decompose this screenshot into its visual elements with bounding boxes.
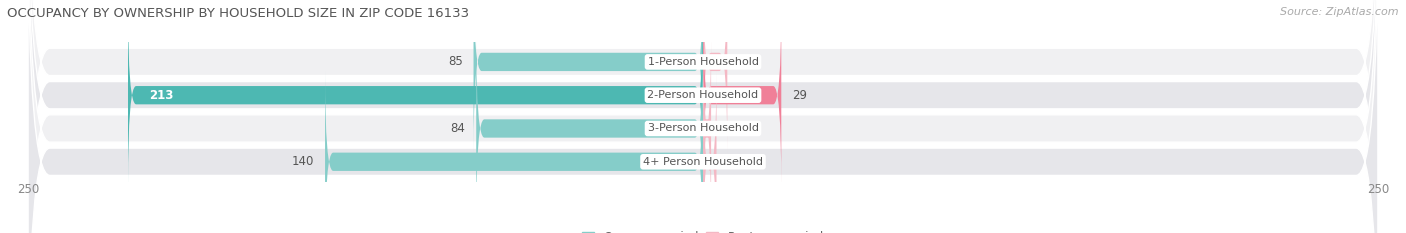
Text: 140: 140 xyxy=(292,155,315,168)
Text: 1-Person Household: 1-Person Household xyxy=(648,57,758,67)
Legend: Owner-occupied, Renter-occupied: Owner-occupied, Renter-occupied xyxy=(578,226,828,233)
Text: 3-Person Household: 3-Person Household xyxy=(648,123,758,134)
FancyBboxPatch shape xyxy=(28,0,1378,233)
Text: 5: 5 xyxy=(727,155,735,168)
FancyBboxPatch shape xyxy=(474,0,703,153)
FancyBboxPatch shape xyxy=(28,0,1378,233)
Text: 4+ Person Household: 4+ Person Household xyxy=(643,157,763,167)
FancyBboxPatch shape xyxy=(703,0,727,153)
Text: 9: 9 xyxy=(738,55,745,69)
FancyBboxPatch shape xyxy=(703,71,717,233)
Text: 2-Person Household: 2-Person Household xyxy=(647,90,759,100)
Text: 85: 85 xyxy=(449,55,463,69)
FancyBboxPatch shape xyxy=(28,0,1378,233)
FancyBboxPatch shape xyxy=(477,38,703,219)
Text: 213: 213 xyxy=(149,89,174,102)
Text: Source: ZipAtlas.com: Source: ZipAtlas.com xyxy=(1281,7,1399,17)
Text: 3: 3 xyxy=(721,122,730,135)
FancyBboxPatch shape xyxy=(703,4,782,186)
FancyBboxPatch shape xyxy=(28,0,1378,233)
FancyBboxPatch shape xyxy=(703,38,711,219)
FancyBboxPatch shape xyxy=(128,4,703,186)
Text: OCCUPANCY BY OWNERSHIP BY HOUSEHOLD SIZE IN ZIP CODE 16133: OCCUPANCY BY OWNERSHIP BY HOUSEHOLD SIZE… xyxy=(7,7,470,20)
Text: 29: 29 xyxy=(792,89,807,102)
FancyBboxPatch shape xyxy=(325,71,703,233)
Text: 84: 84 xyxy=(450,122,465,135)
